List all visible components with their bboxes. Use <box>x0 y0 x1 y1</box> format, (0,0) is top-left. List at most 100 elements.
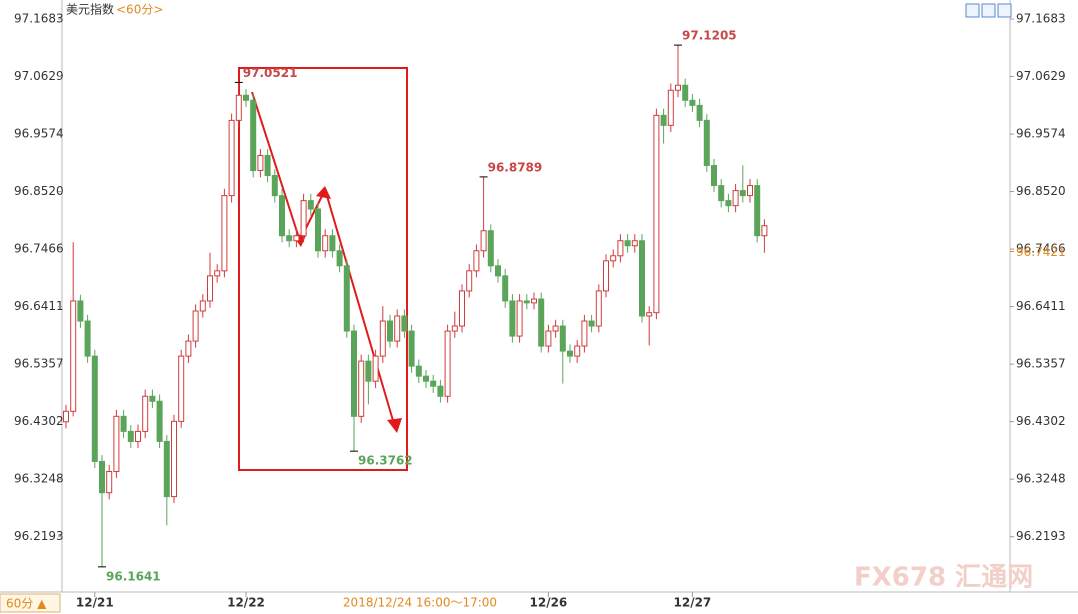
candle-body <box>430 380 437 387</box>
last-price-label: 96.7421 <box>1016 245 1066 259</box>
candle-body <box>178 355 185 422</box>
candle-body <box>243 94 249 101</box>
candle-body <box>336 250 343 267</box>
candle-body <box>63 410 69 423</box>
toolbar-button[interactable] <box>981 3 996 18</box>
candle-body <box>487 230 494 267</box>
candle-body <box>509 300 516 337</box>
period-button-label[interactable]: 60分 ▲ <box>6 597 47 611</box>
candle-body <box>120 415 127 432</box>
y-tick-label: 96.7466 <box>14 242 64 256</box>
candle-body <box>91 355 98 462</box>
candle-body <box>567 350 573 357</box>
extreme-label: 97.0521 <box>243 66 298 80</box>
y-tick-label-right: 96.5357 <box>1016 357 1066 371</box>
candle-body <box>322 235 329 252</box>
arrowhead <box>387 418 402 433</box>
y-tick-label: 96.2193 <box>14 529 64 543</box>
extreme-label: 96.3762 <box>358 454 413 468</box>
candle-body <box>725 200 732 207</box>
candle-body <box>603 260 609 292</box>
candle-body <box>408 330 415 367</box>
candle-body <box>459 290 465 327</box>
candle-body <box>358 360 365 417</box>
y-tick-label-right: 96.3248 <box>1016 472 1066 486</box>
candle-body <box>307 200 314 210</box>
y-tick-label-right: 96.8520 <box>1016 184 1066 198</box>
x-tick-label: 12/21 <box>76 596 114 610</box>
extreme-label: 96.1641 <box>106 569 161 583</box>
highlight-box <box>238 67 408 471</box>
candle-body <box>329 235 336 252</box>
candle-body <box>142 395 149 432</box>
candle-body <box>423 375 429 382</box>
candle-body <box>127 430 134 442</box>
toolbar-button[interactable] <box>997 3 1012 18</box>
candle-body <box>675 84 681 91</box>
y-tick-label-right: 96.4302 <box>1016 414 1066 428</box>
candle-body <box>538 298 545 347</box>
candle-body <box>264 154 271 177</box>
candle-body <box>559 325 566 352</box>
candle-body <box>250 99 257 172</box>
y-tick-label: 96.4302 <box>14 414 64 428</box>
y-tick-label: 96.8520 <box>14 184 64 198</box>
candle-body <box>70 300 77 412</box>
candle-body <box>617 240 624 257</box>
candle-body <box>531 298 537 304</box>
candle-body <box>300 200 307 237</box>
candle-body <box>235 94 242 121</box>
period-label: <60分> <box>116 3 163 17</box>
candle-body <box>315 208 321 252</box>
x-tick-label: 12/22 <box>227 596 265 610</box>
candle-body <box>185 340 192 357</box>
candle-body <box>99 460 105 494</box>
y-tick-label-right: 96.9574 <box>1016 127 1066 141</box>
chart-title: 美元指数 <box>66 2 114 17</box>
candle-body <box>293 235 300 242</box>
period-button[interactable] <box>0 593 61 613</box>
y-tick-label: 96.9574 <box>14 127 64 141</box>
candle-body <box>703 119 710 166</box>
candle-body <box>523 300 530 304</box>
candle-body <box>343 265 350 332</box>
candle-body <box>279 195 285 237</box>
candle-body <box>451 325 458 332</box>
y-tick-label-right: 97.1683 <box>1016 12 1066 26</box>
candle-body <box>192 310 199 342</box>
candle-body <box>135 430 141 442</box>
x-tick-label: 12/26 <box>530 596 568 610</box>
candle-body <box>171 420 177 498</box>
candle-body <box>516 300 523 337</box>
candle-body <box>588 320 595 327</box>
candle-body <box>610 255 617 262</box>
candle-body <box>77 300 84 322</box>
candle-body <box>696 104 703 121</box>
candle-body <box>646 312 653 317</box>
y-tick-label: 96.3248 <box>14 472 64 486</box>
candle-body <box>365 360 372 382</box>
candle-body <box>495 265 501 277</box>
y-tick-label-right: 97.0629 <box>1016 69 1066 83</box>
candle-body <box>689 99 696 106</box>
candle-body <box>401 315 408 332</box>
candle-body <box>754 185 761 237</box>
candle-body <box>660 114 667 126</box>
candle-body <box>228 119 235 197</box>
y-tick-label-right: 96.6411 <box>1016 299 1066 313</box>
candle-body <box>739 190 746 197</box>
y-tick-label-right: 96.7466 <box>1016 242 1066 256</box>
candle-body <box>624 240 631 247</box>
candle-body <box>271 175 278 197</box>
candle-body <box>480 230 487 252</box>
toolbar-button[interactable] <box>965 3 980 18</box>
candle-body <box>473 250 480 272</box>
candle-body <box>552 325 559 332</box>
extreme-label: 97.1205 <box>682 29 737 43</box>
candle-body <box>466 270 473 292</box>
toolbar[interactable] <box>965 3 1012 18</box>
candle-body <box>415 365 422 377</box>
candle-body <box>682 84 689 101</box>
y-tick-label: 97.0629 <box>14 69 64 83</box>
